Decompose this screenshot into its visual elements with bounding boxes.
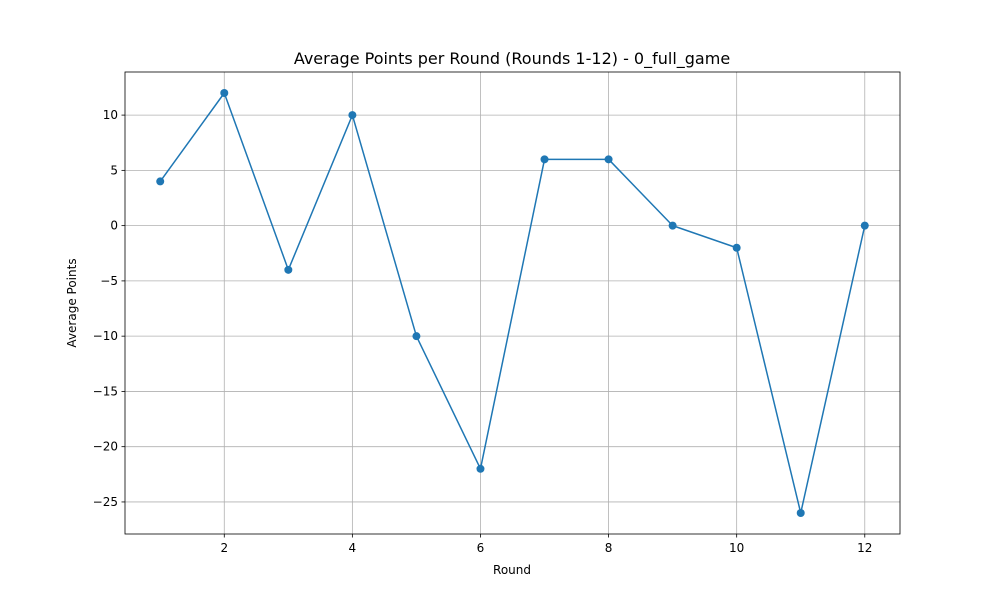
x-tick-label: 4 [349,541,357,555]
x-tick-label: 12 [857,541,872,555]
grid [125,72,900,534]
data-point [668,221,677,230]
chart-title: Average Points per Round (Rounds 1-12) -… [294,49,730,69]
x-axis: 2 4 6 8 10 12 [220,534,872,555]
y-tick-label: −15 [93,384,118,398]
data-point [156,177,165,186]
y-tick-label: −20 [93,440,118,454]
plot-frame [124,71,901,535]
x-tick-label: 10 [729,541,744,555]
data-point [796,509,805,517]
data-point [412,332,421,341]
data-point [348,111,357,120]
data-point [220,89,229,97]
y-axis-label: Average Points [65,258,79,347]
data-point [540,155,549,164]
data-point [476,464,485,473]
y-axis: 10 5 0 −5 −10 −15 −20 −25 [93,108,125,509]
data-point [860,221,869,230]
y-tick-label: 5 [110,163,118,177]
y-tick-label: 0 [110,219,118,233]
x-axis-label: Round [493,563,531,577]
y-tick-label: −25 [93,495,118,509]
series-layer [156,89,869,517]
y-tick-label: 10 [103,108,118,122]
x-tick-label: 6 [477,541,485,555]
data-point [604,155,613,164]
y-tick-label: −5 [100,274,118,288]
series-line [159,92,866,514]
x-tick-label: 2 [220,541,228,555]
data-point [284,265,293,274]
x-tick-label: 8 [605,541,613,555]
y-tick-label: −10 [93,329,118,343]
data-point [732,243,741,252]
